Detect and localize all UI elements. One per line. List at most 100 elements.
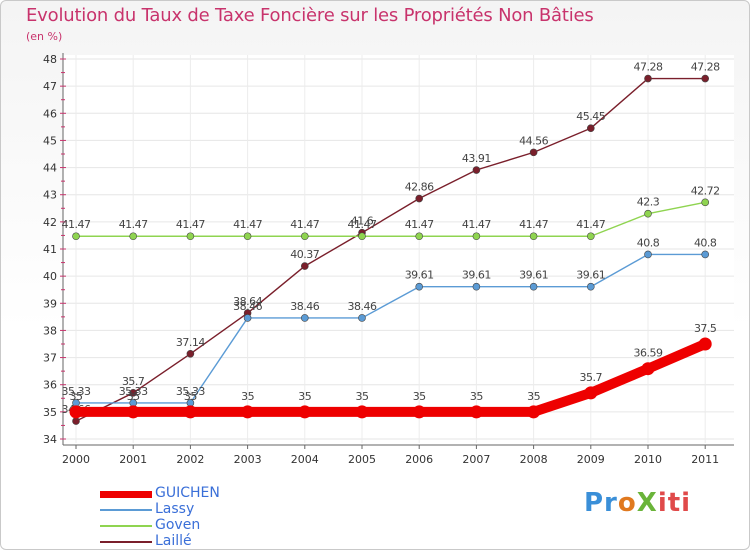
legend-item-goven: Goven <box>100 517 320 534</box>
data-label: 40.8 <box>637 236 660 249</box>
data-point <box>641 362 655 376</box>
y-tick-label: 43 <box>43 189 57 202</box>
data-point <box>298 405 312 419</box>
y-tick-label: 36 <box>43 379 57 392</box>
chart-title: Evolution du Taux de Taxe Foncière sur l… <box>26 5 594 26</box>
y-tick-label: 45 <box>43 134 57 147</box>
data-point <box>129 232 137 241</box>
data-point <box>644 209 652 218</box>
data-label: 35 <box>241 390 254 403</box>
data-point <box>412 405 426 419</box>
data-point <box>300 262 309 270</box>
data-point <box>355 405 369 419</box>
data-label: 41.47 <box>62 218 91 231</box>
y-tick-label: 34 <box>43 433 57 446</box>
data-point <box>529 148 538 157</box>
data-label: 35 <box>70 390 83 403</box>
data-label: 41.47 <box>405 218 434 231</box>
data-point <box>529 232 538 241</box>
data-point <box>644 250 652 259</box>
data-label: 45.45 <box>576 110 605 123</box>
data-label: 35.33 <box>176 385 205 398</box>
y-tick-label: 42 <box>43 216 57 229</box>
data-label: 43.91 <box>462 152 491 165</box>
series-line-goven <box>75 201 706 237</box>
data-point <box>69 405 83 419</box>
x-tick-label: 2010 <box>634 453 662 466</box>
data-label: 41.47 <box>462 218 491 231</box>
data-label: 42.86 <box>405 181 434 194</box>
data-label: 41.47 <box>119 218 148 231</box>
data-point <box>241 405 255 419</box>
data-point <box>72 417 80 425</box>
legend-label: Laillé <box>155 533 192 549</box>
legend-label: Goven <box>155 517 201 533</box>
data-point <box>472 166 481 174</box>
x-tick-label: 2008 <box>520 453 548 466</box>
x-tick-label: 2009 <box>577 453 605 466</box>
data-point <box>358 314 366 322</box>
legend-swatch <box>100 509 152 511</box>
data-label: 39.61 <box>462 269 491 282</box>
data-label: 39.61 <box>576 269 605 282</box>
x-tick-label: 2005 <box>348 453 376 466</box>
y-tick-label: 47 <box>43 80 57 93</box>
y-tick-label: 46 <box>43 107 57 120</box>
data-label: 35.7 <box>580 371 603 384</box>
data-point <box>415 232 424 241</box>
x-tick-label: 2006 <box>405 453 433 466</box>
data-point <box>243 314 252 322</box>
data-label: 38.46 <box>233 300 262 313</box>
data-label: 44.56 <box>519 134 548 147</box>
data-label: 39.61 <box>519 269 548 282</box>
data-point <box>527 405 541 419</box>
data-point <box>472 232 481 241</box>
data-label: 41.6 <box>351 215 374 228</box>
y-tick-label: 39 <box>43 297 57 310</box>
data-label: 35 <box>298 390 311 403</box>
data-label: 41.47 <box>176 218 205 231</box>
data-point <box>186 232 195 241</box>
data-label: 35.33 <box>119 385 148 398</box>
data-label: 35 <box>527 390 540 403</box>
series-line-guichen <box>71 339 711 417</box>
data-point <box>300 314 309 322</box>
data-point <box>586 282 595 291</box>
data-label: 41.47 <box>233 218 262 231</box>
proxiti-logo: ProXiti <box>584 488 692 518</box>
data-point <box>358 232 366 241</box>
data-label: 41.47 <box>576 218 605 231</box>
x-tick-label: 2004 <box>291 453 319 466</box>
data-label: 40.37 <box>290 248 319 261</box>
data-point <box>72 232 80 241</box>
x-tick-label: 2011 <box>691 453 719 466</box>
series-line-laillé <box>75 77 706 422</box>
legend-swatch <box>100 490 152 498</box>
data-label: 47.28 <box>691 61 720 74</box>
data-point <box>186 349 195 358</box>
legend-label: Lassy <box>155 501 195 517</box>
data-label: 42.72 <box>691 184 720 197</box>
data-label: 38.46 <box>290 300 319 313</box>
y-tick-label: 44 <box>43 162 57 175</box>
y-tick-label: 35 <box>43 406 57 419</box>
data-point <box>529 282 538 291</box>
data-label: 37.5 <box>694 322 717 335</box>
data-label: 40.8 <box>694 236 717 249</box>
data-point <box>586 232 595 241</box>
data-label: 39.61 <box>405 269 434 282</box>
data-point <box>183 405 197 419</box>
data-label: 41.47 <box>290 218 319 231</box>
data-label: 38.64 <box>233 295 262 308</box>
series-line-lassy <box>75 253 706 404</box>
legend-label: GUICHEN <box>155 485 220 501</box>
data-point <box>469 405 483 419</box>
x-tick-label: 2002 <box>176 453 204 466</box>
data-label: 47.28 <box>634 61 663 74</box>
data-point <box>586 124 595 133</box>
data-point <box>126 405 140 419</box>
x-tick-label: 2007 <box>462 453 490 466</box>
data-point <box>584 386 598 400</box>
y-tick-label: 48 <box>43 53 57 66</box>
